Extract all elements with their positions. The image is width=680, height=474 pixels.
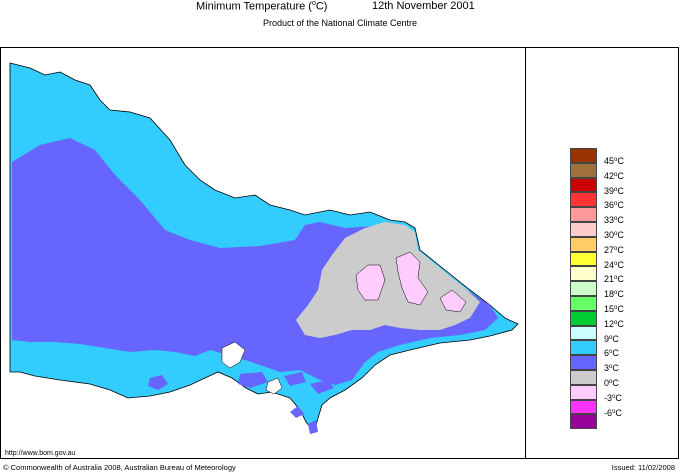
legend-swatch [570, 369, 597, 385]
western-port [265, 377, 283, 395]
legend-swatch [570, 177, 597, 193]
band-3-blob [310, 380, 334, 394]
legend-swatch [570, 207, 597, 222]
legend-swatch [570, 236, 597, 252]
chart-title: Minimum Temperature (oC) 12th November 2… [0, 0, 680, 14]
title-date: 12th November 2001 [372, 0, 475, 12]
legend-label: 3oC [604, 363, 619, 374]
legend-swatch [570, 355, 597, 370]
band-3-blob [284, 372, 306, 386]
legend-swatch [570, 399, 597, 415]
legend-label: 27oC [604, 244, 624, 255]
legend-swatch [570, 295, 597, 311]
port-phillip-bay [221, 341, 246, 369]
website-url[interactable]: http://www.bom.gov.au [5, 450, 76, 457]
band-3-blob [290, 406, 304, 418]
issued-date: Issued: 11/02/2008 [611, 463, 675, 472]
legend-swatch [570, 414, 597, 430]
legend-swatch [570, 221, 597, 237]
legend-swatch [570, 192, 597, 208]
title-main: Minimum Temperature (oC) [196, 0, 328, 13]
band-minus3-0 [355, 264, 386, 301]
legend-label: 24oC [604, 259, 624, 270]
copyright-notice: © Commonwealth of Australia 2008, Austra… [3, 463, 236, 472]
legend-label: 15oC [604, 303, 624, 314]
legend-label: 39oC [604, 185, 624, 196]
legend-label: -6oC [604, 407, 622, 418]
legend-swatch [570, 325, 597, 341]
legend-label: 0oC [604, 377, 619, 388]
legend-label: 33oC [604, 215, 624, 226]
legend-swatch [570, 148, 597, 163]
victoria-temperature-map [9, 62, 519, 434]
band-minus3-0 [395, 251, 429, 306]
legend-label: 36oC [604, 200, 624, 211]
legend-swatch [570, 340, 597, 356]
legend-label: 18oC [604, 289, 624, 300]
legend-swatch [570, 310, 597, 326]
legend-label: 42oC [604, 170, 624, 181]
band-minus3-0 [439, 289, 467, 313]
map-frame [0, 47, 679, 459]
legend-label: 12oC [604, 318, 624, 329]
band-0-3 [296, 222, 480, 338]
legend-swatch [570, 266, 597, 282]
band-3-blob [238, 372, 268, 388]
legend-swatch [570, 281, 597, 296]
band-3-blob [308, 420, 318, 434]
legend-label: 9oC [604, 333, 619, 344]
panel-divider [525, 47, 526, 459]
legend-swatch [570, 162, 597, 178]
legend-label: 45oC [604, 156, 624, 166]
legend-swatch [570, 384, 597, 400]
band-3-blob [148, 375, 168, 390]
legend-label: -3oC [604, 392, 622, 403]
legend-swatch [570, 251, 597, 267]
legend-label: 30oC [604, 229, 624, 240]
band-3-blob [102, 268, 118, 290]
legend-label: 21oC [604, 274, 624, 285]
chart-subtitle: Product of the National Climate Centre [262, 18, 418, 28]
legend-label: 6oC [604, 348, 619, 359]
